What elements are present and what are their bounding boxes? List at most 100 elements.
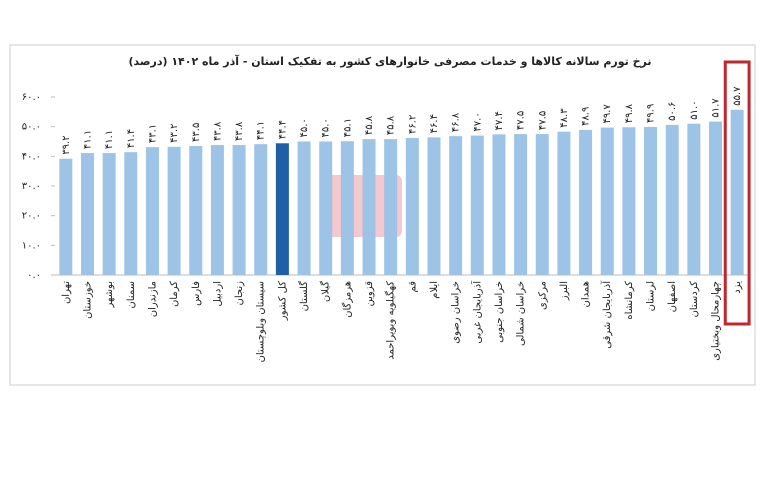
value-label: ۴۳.۵: [191, 123, 202, 142]
value-label: ۴۶.۸: [451, 112, 462, 132]
y-tick-label: ۶۰.۰: [22, 92, 41, 103]
bar: [644, 126, 658, 275]
x-tick-label: البرز: [559, 281, 570, 301]
value-label: ۴۵.۱: [342, 118, 353, 137]
x-tick-label: لرستان: [646, 281, 657, 311]
value-label: ۴۳.۱: [147, 124, 158, 143]
highlight-box: [723, 60, 751, 326]
bar: [124, 152, 138, 275]
x-tick-label: چهارمحال وبختیاری: [711, 281, 722, 361]
value-label: ۴۸.۳: [559, 108, 570, 128]
value-label: ۴۷.۵: [516, 111, 527, 130]
bar: [384, 139, 398, 275]
watermark: [320, 175, 402, 237]
x-tick-label: اصفهان: [667, 281, 678, 312]
value-label: ۵۵.۷: [732, 86, 743, 106]
bar: [80, 153, 94, 275]
value-label: ۴۱.۴: [126, 129, 137, 148]
value-label: ۴۳.۲: [169, 124, 180, 143]
value-label: ۵۱.۷: [711, 98, 722, 118]
value-label: ۴۱.۱: [104, 130, 115, 149]
x-tick-label: مرکزی: [537, 281, 548, 310]
value-label: ۵۱.۰: [689, 100, 700, 119]
value-label: ۴۷.۵: [537, 111, 548, 130]
y-tick-label: ۵۰.۰: [22, 122, 41, 133]
bar: [145, 147, 159, 275]
bar: [622, 127, 636, 275]
bar: [514, 134, 528, 275]
x-tick-label: ایلام: [429, 281, 440, 299]
bar: [709, 121, 723, 275]
bar: [449, 136, 463, 275]
chart-title: نرخ تورم سالانه کالاها و خدمات مصرفی خان…: [128, 54, 651, 68]
value-label: ۴۹.۹: [646, 104, 657, 123]
bar: [167, 146, 181, 275]
value-label: ۴۹.۷: [602, 104, 613, 124]
x-tick-label: زنجان: [234, 281, 245, 306]
value-label: ۴۷.۴: [494, 111, 505, 130]
bar: [210, 145, 224, 275]
value-label: ۴۳.۸: [234, 121, 245, 141]
bar: [275, 143, 289, 275]
x-tick-label: خراسان رضوی: [451, 281, 462, 344]
bar: [470, 135, 484, 275]
x-tick-label: فارس: [191, 281, 202, 306]
x-tick-label: آذربایجان شرقی: [600, 280, 613, 349]
value-label: ۵۰.۶: [667, 102, 678, 121]
x-tick-label: یزد: [732, 281, 743, 294]
x-tick-label: کل کشور: [277, 281, 288, 321]
x-tick-label: همدان: [581, 281, 592, 307]
value-label: ۴۶.۴: [429, 114, 440, 133]
value-label: ۴۶.۲: [407, 115, 418, 134]
value-label: ۴۵.۸: [386, 115, 397, 135]
value-label: ۴۸.۹: [581, 107, 592, 126]
x-tick-label: بوشهر: [104, 281, 115, 308]
bar: [579, 129, 593, 275]
bar: [665, 124, 679, 276]
bar: [254, 144, 268, 275]
x-tick-label: هرمزگان: [341, 281, 353, 318]
bar: [730, 109, 744, 275]
y-tick-label: ۲۰.۰: [22, 211, 41, 222]
x-tick-label: خوزستان: [82, 281, 93, 319]
bar: [362, 139, 376, 275]
value-label: ۴۵.۰: [321, 118, 332, 137]
value-label: ۴۴.۱: [256, 121, 267, 140]
x-tick-label: کردستان: [689, 281, 700, 318]
y-tick-label: ۴۰.۰: [22, 151, 41, 162]
bar: [535, 134, 549, 275]
bar: [557, 131, 571, 275]
value-label: ۴۳.۸: [212, 121, 223, 141]
y-tick-label: ۳۰.۰: [22, 181, 41, 192]
value-label: ۴۴.۴: [277, 120, 288, 139]
x-tick-label: آذربایجان غربی: [470, 280, 483, 344]
x-tick-label: اردبیل: [212, 281, 223, 306]
x-tick-label: تهران: [61, 281, 72, 304]
value-label: ۴۵.۰: [299, 118, 310, 137]
bar: [687, 123, 701, 275]
bar: [600, 127, 614, 275]
value-label: ۴۹.۸: [624, 103, 635, 123]
x-tick-label: گلستان: [298, 281, 310, 312]
x-tick-label: خراسان شمالی: [516, 281, 527, 346]
bar: [297, 141, 311, 275]
x-tick-label: کرمان: [169, 281, 180, 307]
x-tick-label: قزوین: [364, 281, 375, 307]
bar: [427, 137, 441, 275]
bar: [340, 141, 354, 275]
x-tick-label: خراسان جنوبی: [494, 281, 505, 343]
value-label: ۴۱.۱: [82, 130, 93, 149]
x-tick-label: کرمانشاه: [624, 281, 635, 320]
y-tick-label: ۰.۰: [27, 270, 41, 281]
x-tick-label: گیلان: [320, 281, 332, 302]
x-tick-label: سمنان: [126, 281, 137, 309]
x-tick-label: سیستان وبلوچستان: [256, 281, 267, 363]
y-tick-label: ۱۰.۰: [22, 240, 41, 251]
x-tick-label: قم: [407, 281, 418, 293]
bar: [189, 145, 203, 275]
value-label: ۴۷.۰: [472, 112, 483, 131]
value-label: ۳۹.۲: [61, 135, 72, 154]
value-label: ۴۵.۸: [364, 115, 375, 135]
x-tick-label: مازندران: [147, 281, 158, 317]
